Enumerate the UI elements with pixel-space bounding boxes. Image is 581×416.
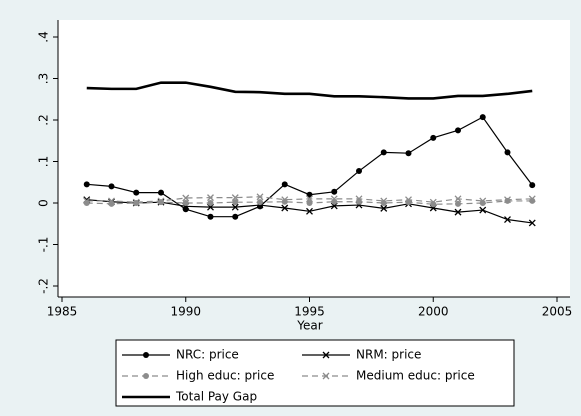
data-point <box>306 200 313 206</box>
data-point <box>504 196 511 204</box>
data-point <box>454 208 462 216</box>
legend-marker <box>143 352 149 358</box>
data-point <box>207 213 214 220</box>
legend-marker <box>322 351 330 359</box>
data-point <box>108 183 115 190</box>
y-tick-label: .3 <box>37 73 51 84</box>
legend-marker <box>143 373 149 379</box>
data-point <box>182 200 189 206</box>
data-point <box>455 200 461 207</box>
data-point <box>281 198 288 205</box>
data-point <box>306 195 313 203</box>
data-point <box>380 204 388 212</box>
data-point <box>256 193 264 201</box>
legend-label: NRM: price <box>356 348 421 362</box>
data-point <box>528 195 536 203</box>
y-tick-label: .4 <box>37 31 51 42</box>
x-axis-label: Year <box>296 319 322 333</box>
data-point <box>83 197 91 205</box>
data-point <box>232 213 239 220</box>
data-point <box>207 194 214 202</box>
data-point <box>479 197 487 205</box>
data-point <box>380 197 388 205</box>
data-point <box>232 199 239 206</box>
data-point <box>528 219 536 227</box>
data-point <box>182 194 190 202</box>
data-point <box>355 195 363 203</box>
data-point <box>479 200 486 206</box>
data-point <box>158 189 164 196</box>
data-point <box>83 181 90 188</box>
data-point <box>281 181 288 188</box>
x-tick-label: 2005 <box>542 305 573 319</box>
data-point <box>429 198 437 206</box>
data-point <box>430 201 437 208</box>
data-point <box>306 191 313 198</box>
x-tick-label: 1995 <box>294 305 325 319</box>
data-point <box>356 168 362 175</box>
legend-label: High educ: price <box>176 369 274 383</box>
data-point <box>504 149 511 156</box>
data-point <box>380 149 387 156</box>
plot-area <box>58 20 570 297</box>
data-point <box>207 200 214 206</box>
data-point <box>281 196 289 204</box>
x-tick-label: 1985 <box>47 305 78 319</box>
data-point <box>331 188 338 195</box>
data-point <box>132 198 140 206</box>
series-line <box>86 81 533 100</box>
data-point <box>529 182 536 189</box>
data-point <box>157 197 165 205</box>
y-tick-label: .2 <box>37 114 51 125</box>
legend <box>115 339 515 407</box>
legend-marker <box>322 372 330 380</box>
y-tick-label: .1 <box>37 156 51 167</box>
data-point <box>479 114 486 121</box>
data-point <box>455 127 461 134</box>
legend-label: Total Pay Gap <box>175 390 257 404</box>
y-tick-label: 0 <box>37 199 51 207</box>
data-point <box>281 204 289 212</box>
data-point <box>330 195 338 203</box>
legend-label: NRC: price <box>176 348 239 362</box>
y-tick-label: -.2 <box>37 278 51 294</box>
data-point <box>405 150 412 157</box>
data-point <box>430 134 437 141</box>
data-point <box>108 197 115 205</box>
data-point <box>306 207 313 215</box>
data-point <box>380 200 387 206</box>
data-point <box>133 189 140 196</box>
data-point <box>454 195 462 203</box>
data-point <box>405 196 412 204</box>
data-point <box>479 206 487 214</box>
data-point <box>231 194 239 202</box>
y-tick-label: -.1 <box>37 237 51 253</box>
x-tick-label: 1990 <box>170 305 201 319</box>
data-point <box>257 199 263 206</box>
data-point <box>231 203 239 211</box>
data-point <box>504 216 511 224</box>
x-tick-label: 2000 <box>418 305 449 319</box>
legend-label: Medium educ: price <box>356 369 475 383</box>
